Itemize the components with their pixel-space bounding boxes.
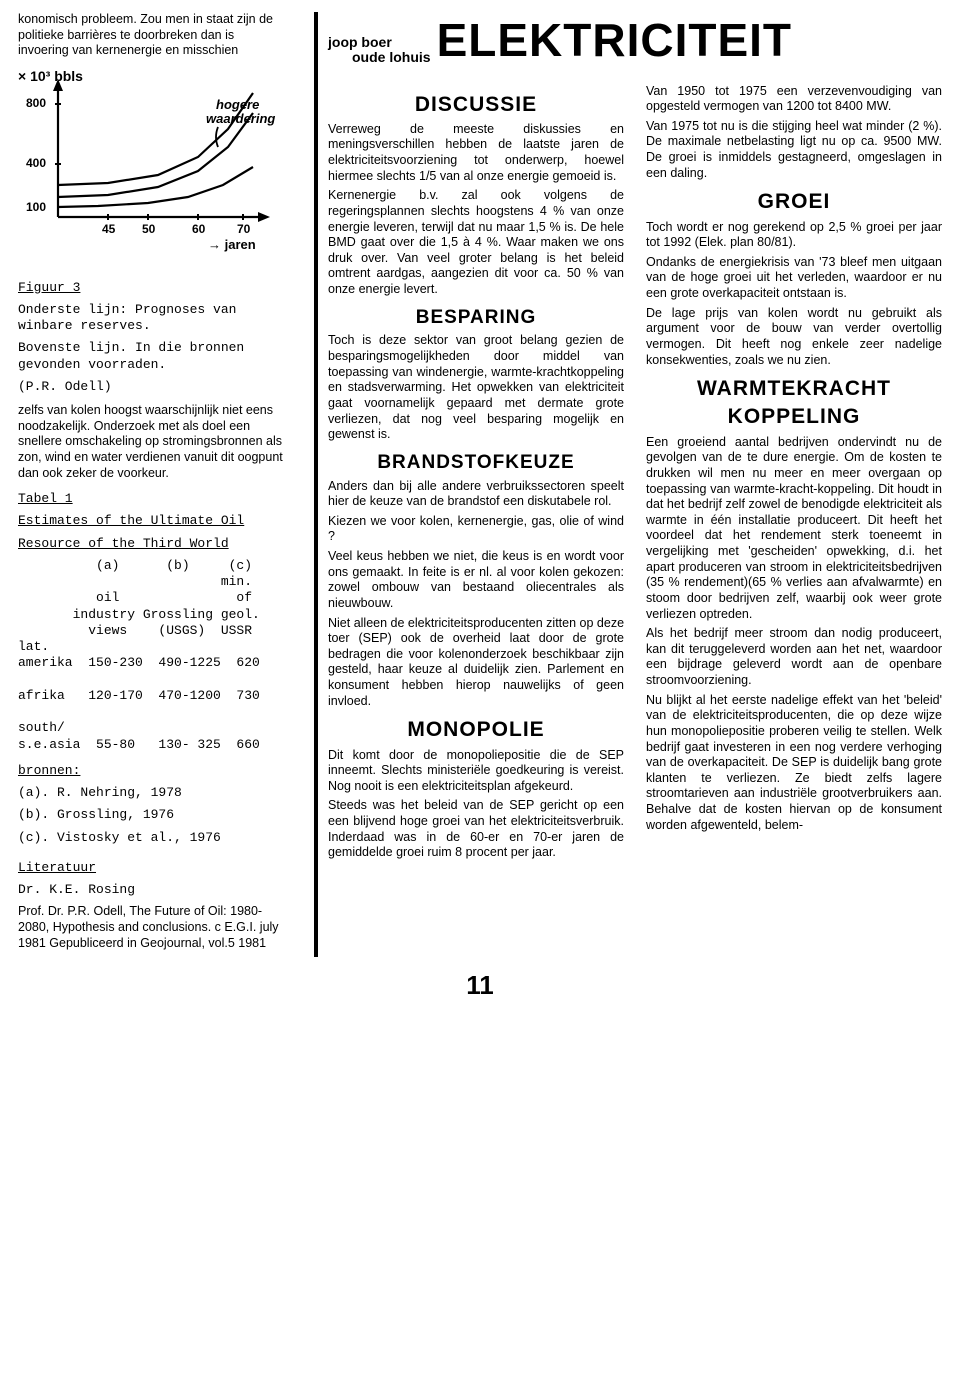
lit-1: Dr. K.E. Rosing bbox=[18, 882, 288, 898]
p-mono-1: Dit komt door de monopoliepositie die de… bbox=[328, 748, 624, 795]
byline-2: oude lohuis bbox=[328, 50, 431, 65]
p-besparing: Toch is deze sektor van groot belang gez… bbox=[328, 333, 624, 442]
p-col2-b: Van 1975 tot nu is die stijging heel wat… bbox=[646, 119, 942, 182]
p-wk-2: Als het bedrijf meer stroom dan nodig pr… bbox=[646, 626, 942, 689]
p-brand-4: Niet alleen de elektriciteitsproducenten… bbox=[328, 616, 624, 710]
p-col2-a: Van 1950 tot 1975 een verzevenvoudiging … bbox=[646, 84, 942, 115]
left-column: konomisch probleem. Zou men in staat zij… bbox=[18, 12, 288, 957]
svg-text:hogere: hogere bbox=[216, 97, 259, 112]
heading-groei: GROEI bbox=[646, 189, 942, 215]
svg-text:waardering: waardering bbox=[206, 111, 275, 126]
p-brand-3: Veel keus hebben we niet, die keus is en… bbox=[328, 549, 624, 612]
p-mono-2: Steeds was het beleid van de SEP gericht… bbox=[328, 798, 624, 861]
left-intro-text: konomisch probleem. Zou men in staat zij… bbox=[18, 12, 288, 59]
heading-monopolie: MONOPOLIE bbox=[328, 717, 624, 743]
heading-discussie: DISCUSSIE bbox=[328, 92, 624, 118]
byline-1: joop boer bbox=[328, 34, 392, 50]
svg-text:60: 60 bbox=[192, 222, 206, 236]
source-a: (a). R. Nehring, 1978 bbox=[18, 785, 288, 801]
masthead: joop boer oude lohuis ELEKTRICITEIT bbox=[328, 12, 942, 70]
svg-text:800: 800 bbox=[26, 96, 46, 110]
source-c: (c). Vistosky et al., 1976 bbox=[18, 830, 288, 846]
svg-text:400: 400 bbox=[26, 156, 46, 170]
p-brand-1: Anders dan bij alle andere verbruikssect… bbox=[328, 479, 624, 510]
article-columns: DISCUSSIE Verreweg de meeste diskussies … bbox=[328, 84, 942, 861]
page-number: 11 bbox=[18, 969, 942, 1002]
svg-text:50: 50 bbox=[142, 222, 156, 236]
right-area: joop boer oude lohuis ELEKTRICITEIT DISC… bbox=[314, 12, 942, 957]
p-groei-2: Ondanks de energiekrisis van '73 bleef m… bbox=[646, 255, 942, 302]
source-b: (b). Grossling, 1976 bbox=[18, 807, 288, 823]
main-title: ELEKTRICITEIT bbox=[437, 12, 792, 70]
heading-besparing: BESPARING bbox=[328, 306, 624, 330]
figure-caption-1: Onderste lijn: Prognoses van winbare res… bbox=[18, 302, 288, 335]
table-title-2: Resource of the Third World bbox=[18, 536, 288, 552]
p-disc-2: Kernenergie b.v. zal ook volgens de rege… bbox=[328, 188, 624, 297]
left-continuation: zelfs van kolen hoogst waarschijnlijk ni… bbox=[18, 403, 288, 481]
p-brand-2: Kiezen we voor kolen, kernenergie, gas, … bbox=[328, 514, 624, 545]
lit-2: Prof. Dr. P.R. Odell, The Future of Oil:… bbox=[18, 904, 288, 951]
figure-caption-3: (P.R. Odell) bbox=[18, 379, 288, 395]
svg-text:100: 100 bbox=[26, 200, 46, 214]
byline: joop boer oude lohuis bbox=[328, 35, 437, 70]
svg-text:→ jaren: → jaren bbox=[208, 237, 256, 252]
table-title-1: Estimates of the Ultimate Oil bbox=[18, 513, 288, 529]
reserves-chart-svg: × 10³ bbls 800 400 100 45 50 60 bbox=[18, 67, 278, 267]
literature-label: Literatuur bbox=[18, 860, 288, 876]
figure-label: Figuur 3 bbox=[18, 280, 288, 296]
chart-figure: × 10³ bbls 800 400 100 45 50 60 bbox=[18, 67, 288, 272]
p-groei-3: De lage prijs van kolen wordt nu gebruik… bbox=[646, 306, 942, 369]
table-label: Tabel 1 bbox=[18, 491, 288, 507]
heading-brandstof: BRANDSTOFKEUZE bbox=[328, 451, 624, 475]
heading-wk-1: WARMTEKRACHT bbox=[646, 376, 942, 402]
oil-estimates-table: (a) (b) (c) min. oil of industry Grossli… bbox=[18, 558, 288, 753]
svg-text:70: 70 bbox=[237, 222, 251, 236]
p-groei-1: Toch wordt er nog gerekend op 2,5 % groe… bbox=[646, 220, 942, 251]
heading-wk-2: KOPPELING bbox=[646, 404, 942, 430]
p-disc-1: Verreweg de meeste diskussies en menings… bbox=[328, 122, 624, 185]
sources-label: bronnen: bbox=[18, 763, 288, 779]
svg-text:45: 45 bbox=[102, 222, 116, 236]
chart-ylabel: × 10³ bbls bbox=[18, 68, 83, 84]
p-wk-3: Nu blijkt al het eerste nadelige effekt … bbox=[646, 693, 942, 834]
figure-caption-2: Bovenste lijn. In die bronnen gevonden v… bbox=[18, 340, 288, 373]
p-wk-1: Een groeiend aantal bedrijven ondervindt… bbox=[646, 435, 942, 623]
